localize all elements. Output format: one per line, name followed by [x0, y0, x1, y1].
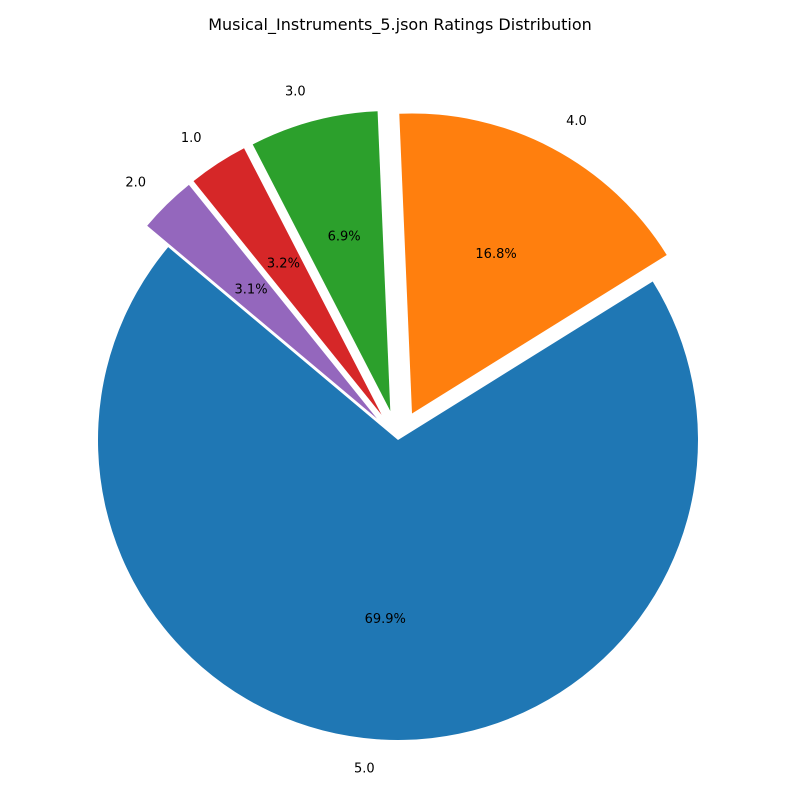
pie-percent-label: 69.9% [365, 612, 406, 627]
pie-category-label: 1.0 [181, 131, 202, 146]
pie-category-label: 5.0 [354, 762, 375, 777]
pie-slice-1-0 [193, 148, 382, 415]
pie-slices [97, 111, 698, 741]
pie-slice-4-0 [399, 113, 667, 414]
chart-title: Musical_Instruments_5.json Ratings Distr… [208, 15, 592, 35]
pie-slice-3-0 [252, 111, 391, 412]
pie-slice-2-0 [147, 184, 378, 419]
pie-percent-label: 16.8% [475, 247, 516, 262]
pie-percent-label: 3.2% [267, 257, 300, 272]
pie-percent-label: 6.9% [328, 230, 361, 245]
pie-slice-5-0 [97, 247, 698, 741]
pie-labels: 69.9% 5.0 16.8% 4.0 6.9% 3.0 3.2% 1.0 3.1% 2.0 [125, 85, 586, 777]
pie-category-label: 3.0 [285, 85, 306, 100]
pie-percent-label: 3.1% [235, 282, 268, 297]
pie-category-label: 2.0 [125, 175, 146, 190]
pie-category-label: 4.0 [566, 114, 587, 129]
